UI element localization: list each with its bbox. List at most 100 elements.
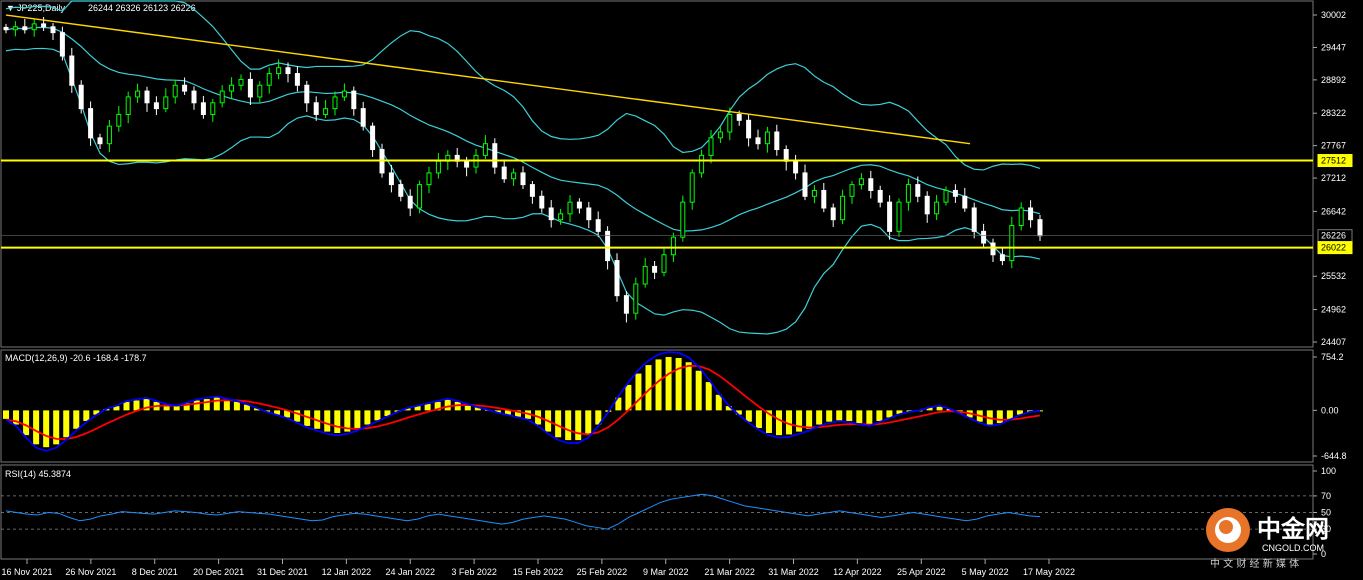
ohlc-header: 26244 26326 26123 26226 [88,3,196,13]
macd-line [5,351,1041,452]
candle-body [276,67,282,75]
candle-body [661,254,667,273]
candle-body [153,102,159,110]
macd-title: MACD(12,26,9) -20.6 -168.4 -178.7 [5,353,147,363]
y-tick-label: 26642 [1321,206,1346,216]
candle-body [41,23,47,28]
macd-histogram-bar [324,410,331,432]
macd-histogram-bar [1016,410,1023,415]
macd-histogram-bar [715,394,722,411]
candle-body [12,26,18,31]
macd-panel-frame [0,349,1314,463]
x-tick-label: 26 Nov 2021 [65,567,116,577]
rsi-line [5,493,1041,530]
candle-body [539,195,545,209]
candle-body [88,108,94,139]
macd-histogram-bar [1037,410,1043,412]
price-label: 26022 [1321,243,1346,253]
candle-body [830,207,836,221]
macd-histogram-bar [846,410,853,421]
candle-body [266,73,272,86]
macd-histogram-bar [866,410,873,425]
candle-body [22,26,28,31]
trendline[interactable] [5,14,971,145]
bb-upper [5,0,1041,171]
macd-histogram-bar [575,410,582,441]
candle-body [144,90,150,104]
y-tick-label: 27767 [1321,141,1346,151]
macd-histogram-bar [996,410,1003,424]
candle-body [388,172,394,186]
macd-histogram-bar [444,399,451,411]
x-tick-label: 12 Apr 2022 [833,567,882,577]
macd-histogram-bar [806,410,813,429]
macd-histogram-bar [304,410,311,426]
macd-histogram-bar [514,410,521,417]
macd-histogram-bar [555,410,562,438]
macd-histogram-bar [755,410,762,429]
x-tick-label: 17 May 2022 [1023,567,1075,577]
rsi-y-tick-label: 30 [1321,524,1331,534]
watermark-name: 中金网 [1257,515,1329,543]
macd-histogram-bar [294,410,301,422]
candle-body [642,265,648,285]
price-label: 26226 [1321,231,1346,241]
macd-histogram-bar [796,410,803,432]
candle-body [529,184,535,197]
candle-body [849,184,855,197]
macd-histogram-bar [53,410,60,445]
candle-body [990,242,996,256]
candle-body [370,125,376,151]
macd-histogram-bar [163,404,170,411]
candle-body [50,26,56,34]
macd-histogram-bar [284,410,291,418]
macd-histogram-bar [856,410,863,424]
candle-body [229,84,235,92]
candle-body [614,260,620,297]
x-tick-label: 15 Feb 2022 [513,567,564,577]
x-tick-label: 31 Mar 2022 [768,567,819,577]
candle-body [821,189,827,209]
macd-y-tick-label: 754.2 [1321,352,1344,362]
candle-body [680,201,686,238]
candle-body [652,265,658,273]
candle-body [793,160,799,174]
candle-body [567,201,573,215]
rsi-y-tick-label: 50 [1321,508,1331,518]
macd-histogram-bar [3,410,9,419]
bb-lower [5,47,1041,335]
candle-body [774,131,780,151]
candle-body [708,137,714,156]
y-tick-label: 28892 [1321,75,1346,85]
x-tick-label: 21 Mar 2022 [704,567,755,577]
candle-body [332,96,338,110]
macd-histogram-bar [213,397,220,411]
macd-histogram-bar [384,410,391,417]
price-panel-frame [0,0,1314,348]
macd-histogram-bar [404,408,411,411]
candle-body [31,23,37,31]
macd-histogram-bar [745,410,752,422]
candle-body [952,189,958,197]
candle-body [783,149,789,162]
macd-histogram-bar [193,400,200,411]
watermark-domain: CNGOLD.COM [1262,543,1324,553]
candle-body [351,90,357,110]
macd-histogram-bar [133,400,140,411]
candle-body [135,90,141,98]
macd-histogram-bar [1006,410,1013,419]
x-tick-label: 20 Dec 2021 [193,567,244,577]
candle-body [755,137,761,145]
macd-histogram-bar [143,399,150,411]
candle-body [934,201,940,215]
y-tick-label: 28322 [1321,108,1346,118]
macd-histogram-bar [334,410,341,434]
candle-body [623,295,629,314]
candle-body [191,90,197,104]
x-tick-label: 25 Apr 2022 [897,567,946,577]
candle-body [323,108,329,115]
macd-histogram-bar [63,410,70,438]
candle-body [1028,207,1034,221]
watermark: 中金网 CNGOLD.COM 中 文 财 经 新 媒 体 [1206,508,1329,570]
price-label-box [1317,241,1353,255]
